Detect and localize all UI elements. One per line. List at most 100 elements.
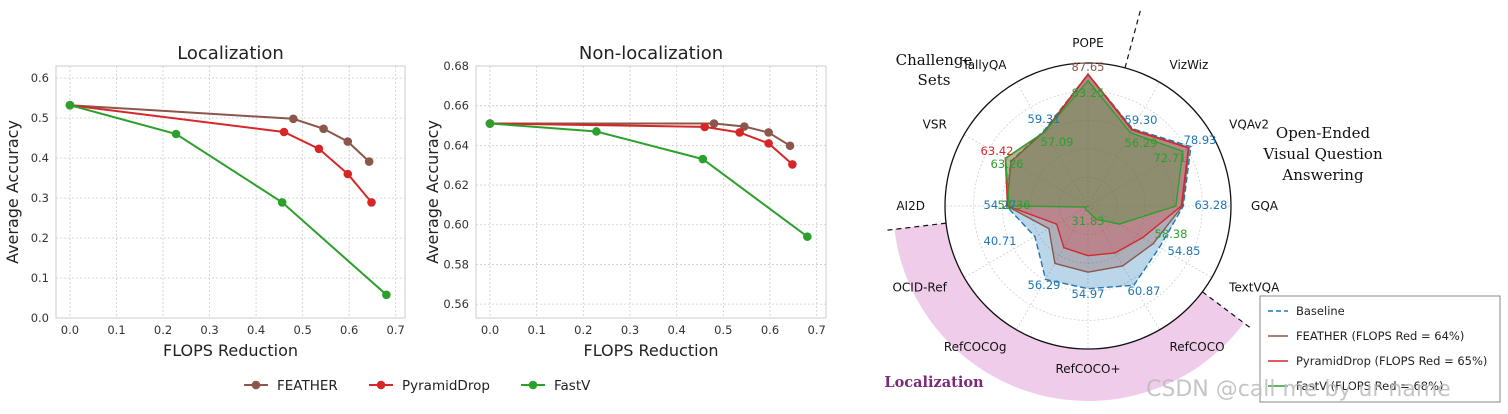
fastv-radar-legend-label: FastV (FLOPS Red = 68%) [1296,379,1444,393]
radar-axis-label: VizWiz [1170,58,1209,72]
y-tick-label: 0.1 [31,271,49,285]
x-tick-label: 0.7 [387,323,405,337]
fastv-data-point [65,100,75,110]
radar-value-label: 56.29 [1125,136,1158,150]
radar-axis-label: TallyQA [961,58,1007,72]
pyramiddrop-legend-label: PyramidDrop [402,378,490,394]
group-separator-line [1202,291,1253,330]
watermark: CSDN @call me by ur name [1146,377,1451,402]
radar-value-label: 87.65 [1072,60,1105,74]
open-ended-vqa-label: Open-Ended [1276,124,1371,142]
radar-value-label: 54.27 [984,198,1017,212]
radar-axis-label: RefCOCO+ [1055,362,1120,376]
feather-data-point [364,157,374,166]
x-tick-label: 0.6 [340,323,358,337]
open-ended-vqa-label: Answering [1281,166,1364,184]
localization-group-label: Localization [884,374,984,391]
y-tick-label: 0.58 [443,257,469,271]
pyramiddrop-data-point [367,198,376,207]
x-tick-label: 0.0 [61,323,79,337]
x-tick-label: 0.1 [107,323,125,337]
y-tick-label: 0.3 [31,191,49,205]
x-tick-label: 0.0 [481,323,499,337]
y-tick-label: 0.64 [443,138,469,152]
radar-axis-label: GQA [1251,199,1279,213]
radar-value-label: 59.30 [1125,113,1158,127]
feather-data-point [740,122,749,131]
open-ended-vqa-label: Visual Question [1262,145,1383,163]
radar-axis-label: AI2D [896,199,925,213]
x-tick-label: 0.1 [528,323,546,337]
localization-band [894,223,1244,401]
feather-radar-legend-label: FEATHER (FLOPS Red = 64%) [1296,329,1464,343]
chart-title: Non-localization [579,43,723,64]
y-tick-label: 0.60 [443,218,469,232]
radar-axis-label: RefCOCOg [944,340,1007,354]
radar-value-label: 63.26 [991,157,1024,171]
fastv-data-point [485,119,495,128]
feather-data-point [343,137,353,146]
radar-grid-ring [973,91,1203,321]
radar-value-label: 72.71 [1154,151,1187,165]
radar-value-label: 78.93 [1184,133,1217,147]
group-separator-line [884,222,947,232]
feather-legend-label: FEATHER [277,378,338,394]
radar-value-label: 58.38 [1155,227,1188,241]
radar-value-label: 54.85 [1168,244,1201,258]
localization-line-chart: 0.0 0.1 0.2 0.3 0.4 0.5 0.6 0.7 0.0 0.1 0.2 0.3 0.4 0… [3,43,406,360]
radar-value-label: 40.71 [984,234,1017,248]
x-axis-label: FLOPS Reduction [583,341,718,360]
pyramiddrop-data-point [788,160,797,169]
pyramiddrop-data-point [314,144,324,154]
feather-data-point [289,114,298,124]
fastv-legend-marker [528,380,538,390]
y-tick-label: 0.5 [31,111,49,125]
line-chart-legend: FEATHER PyramidDrop FastV [244,378,591,394]
y-tick-label: 0.2 [31,231,49,245]
pyramiddrop-radar-legend-label: PyramidDrop (FLOPS Red = 65%) [1296,354,1487,368]
radar-axis-label: POPE [1072,36,1104,50]
x-tick-label: 0.2 [154,323,172,337]
x-tick-label: 0.4 [247,323,265,337]
radar-axis-label: TextVQA [1228,281,1280,295]
x-tick-label: 0.4 [668,323,686,337]
fastv-data-point [698,154,708,164]
radar-value-label: 60.87 [1128,284,1161,298]
x-tick-label: 0.3 [200,323,218,337]
x-tick-label: 0.3 [621,323,639,337]
fastv-data-point [171,129,181,139]
pyramiddrop-data-point [700,122,709,132]
non-localization-line-chart: 0.0 0.1 0.2 0.3 0.4 0.5 0.6 0.7 0.56 0.58 0.60 0.62… [423,43,827,360]
feather-data-point [764,128,773,137]
x-tick-label: 0.7 [808,323,826,337]
plot-frame [475,65,827,319]
fastv-legend-label: FastV [554,378,591,394]
radar-axis-label: OCID-Ref [892,281,947,295]
chart-title: Localization [177,43,284,64]
group-separator-line [1124,7,1142,69]
y-tick-label: 0.66 [443,99,469,113]
radar-value-label: 54.97 [1072,287,1105,301]
radar-legend-box [1259,295,1501,403]
radar-value-label: 52.36 [998,198,1031,212]
baseline-radar-legend-label: Baseline [1296,304,1345,318]
radar-axis-label: VSR [923,117,947,131]
y-axis-label: Average Accuracy [3,120,22,264]
x-tick-label: 0.6 [761,323,779,337]
feather-data-point [709,119,719,128]
pyramiddrop-data-point [735,128,744,137]
pyramiddrop-data-point [764,139,773,148]
radar-value-label: 63.42 [981,144,1014,158]
y-tick-label: 0.6 [31,71,49,85]
radar-axis-label: RefCOCO [1170,340,1225,354]
fastv-radar-polygon [1004,79,1184,225]
x-axis-label: FLOPS Reduction [163,341,298,360]
x-tick-label: 0.5 [293,323,311,337]
y-tick-label: 0.4 [31,151,49,165]
radar-value-label: 57.09 [1041,135,1074,149]
pyramiddrop-data-point [279,127,289,137]
y-tick-label: 0.68 [443,59,469,73]
x-tick-label: 0.5 [714,323,732,337]
x-tick-label: 0.2 [574,323,592,337]
